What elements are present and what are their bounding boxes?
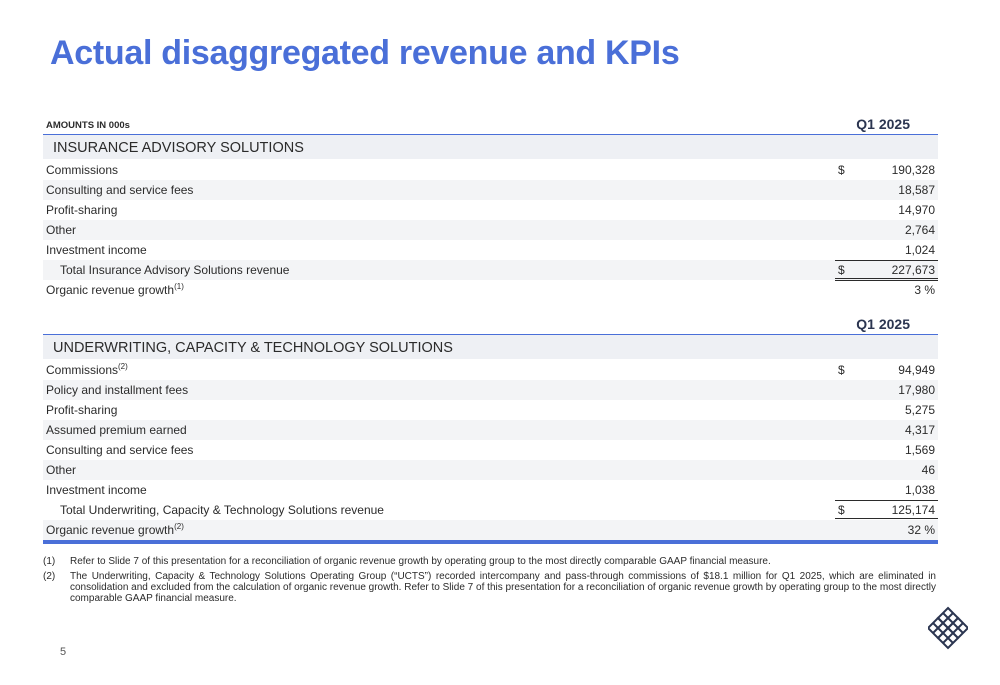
table-row: Assumed premium earned 4,317 <box>43 420 938 440</box>
row-label-text: Consulting and service fees <box>46 443 194 457</box>
table-row: Commissions $190,328 <box>43 160 938 180</box>
row-label: Assumed premium earned <box>46 420 187 440</box>
row-value: 1,569 <box>904 443 935 457</box>
ucts-table-header: Q1 2025 <box>43 312 938 335</box>
row-label-text: Policy and installment fees <box>46 383 189 397</box>
row-value: 32 % <box>907 523 935 537</box>
organic-label-text: Organic revenue growth <box>46 523 175 537</box>
footnote-ref: (2) <box>118 362 128 371</box>
row-label: Organic revenue growth(1) <box>46 280 184 300</box>
footnote-number: (2) <box>43 571 56 582</box>
row-value: 125,174 <box>891 503 935 517</box>
row-value: 190,328 <box>891 163 935 177</box>
row-label: Total Underwriting, Capacity & Technolog… <box>60 503 384 517</box>
amounts-label: AMOUNTS IN 000s <box>46 120 130 131</box>
dollar-sign: $ <box>838 163 845 177</box>
ucts-column-header: Q1 2025 <box>856 316 910 332</box>
dollar-sign: $ <box>838 363 845 377</box>
table-row: Profit-sharing 14,970 <box>43 200 938 220</box>
row-label: Organic revenue growth(2) <box>46 520 184 540</box>
ucts-total-row: Total Underwriting, Capacity & Technolog… <box>43 500 938 521</box>
ias-total-row: Total Insurance Advisory Solutions reven… <box>43 260 938 281</box>
row-value: 94,949 <box>898 363 935 377</box>
row-value: 18,587 <box>898 183 935 197</box>
row-label-text: Other <box>46 463 77 477</box>
table-row: Investment income 1,024 <box>43 240 938 260</box>
row-label: Commissions(2) <box>46 360 128 380</box>
ucts-rows: Commissions(2) $94,949 Policy and installm… <box>43 360 938 500</box>
row-label: Policy and installment fees <box>46 380 188 400</box>
footnote-number: (1) <box>43 556 56 567</box>
footnote-ref: (1) <box>174 282 184 291</box>
page-title: Actual disaggregated revenue and KPIs <box>50 34 680 72</box>
row-label-text: Consulting and service fees <box>46 183 194 197</box>
row-value: 2,764 <box>904 223 935 237</box>
footnote: (1) Refer to Slide 7 of this presentation… <box>43 556 936 567</box>
table-row: Policy and installment fees 17,980 <box>43 380 938 400</box>
company-logo-icon <box>928 606 968 650</box>
row-label-text: Investment income <box>46 483 147 497</box>
ias-table-header: AMOUNTS IN 000s Q1 2025 <box>43 112 938 135</box>
row-label: Profit-sharing <box>46 400 117 420</box>
ucts-section-band: UNDERWRITING, CAPACITY & TECHNOLOGY SOLU… <box>43 335 938 360</box>
row-label: Consulting and service fees <box>46 180 193 200</box>
row-label-text: Commissions <box>46 163 119 177</box>
section-divider-bar <box>43 540 938 544</box>
ias-table: AMOUNTS IN 000s Q1 2025 INSURANCE ADVISO… <box>43 112 938 300</box>
table-row: Profit-sharing 5,275 <box>43 400 938 420</box>
table-row: Commissions(2) $94,949 <box>43 360 938 380</box>
page-number: 5 <box>60 646 67 658</box>
table-row: Consulting and service fees 1,569 <box>43 440 938 460</box>
row-label: Other <box>46 220 76 240</box>
footnote: (2) The Underwriting, Capacity & Technolo… <box>43 571 936 604</box>
row-value: 5,275 <box>904 403 935 417</box>
row-label: Consulting and service fees <box>46 440 193 460</box>
row-value: 46 <box>921 463 935 477</box>
row-label-text: Investment income <box>46 243 147 257</box>
footnotes: (1) Refer to Slide 7 of this presentation… <box>43 556 936 608</box>
row-label: Commissions <box>46 160 118 180</box>
row-label: Total Insurance Advisory Solutions reven… <box>60 263 290 277</box>
row-label: Investment income <box>46 240 147 260</box>
table-row: Other 46 <box>43 460 938 480</box>
table-row: Investment income 1,038 <box>43 480 938 500</box>
row-value: 1,038 <box>904 483 935 497</box>
footnote-text: Refer to Slide 7 of this presentation fo… <box>70 556 771 567</box>
ias-section-band: INSURANCE ADVISORY SOLUTIONS <box>43 135 938 160</box>
row-label-text: Other <box>46 223 77 237</box>
row-label: Other <box>46 460 76 480</box>
table-row: Consulting and service fees 18,587 <box>43 180 938 200</box>
table-row: Other 2,764 <box>43 220 938 240</box>
row-label-text: Commissions <box>46 363 119 377</box>
row-label: Profit-sharing <box>46 200 117 220</box>
footnote-text: The Underwriting, Capacity & Technology … <box>70 571 936 604</box>
ucts-organic-row: Organic revenue growth(2) 32 % <box>43 520 938 540</box>
row-value: 17,980 <box>898 383 935 397</box>
ias-column-header: Q1 2025 <box>856 116 910 132</box>
dollar-sign: $ <box>838 263 845 277</box>
row-label-text: Profit-sharing <box>46 203 118 217</box>
footnote-ref: (2) <box>174 522 184 531</box>
row-value: 1,024 <box>904 243 935 257</box>
row-label-text: Assumed premium earned <box>46 423 187 437</box>
total-value-rule <box>835 260 938 281</box>
total-value-rule <box>835 500 938 521</box>
ias-organic-row: Organic revenue growth(1) 3 % <box>43 280 938 300</box>
row-value: 3 % <box>914 283 935 297</box>
organic-label-text: Organic revenue growth <box>46 283 175 297</box>
row-value: 4,317 <box>904 423 935 437</box>
row-label: Investment income <box>46 480 147 500</box>
ucts-table: Q1 2025 UNDERWRITING, CAPACITY & TECHNOL… <box>43 312 938 540</box>
row-value: 14,970 <box>898 203 935 217</box>
row-label-text: Profit-sharing <box>46 403 118 417</box>
row-value: 227,673 <box>891 263 935 277</box>
ias-rows: Commissions $190,328 Consulting and servic… <box>43 160 938 260</box>
dollar-sign: $ <box>838 503 845 517</box>
